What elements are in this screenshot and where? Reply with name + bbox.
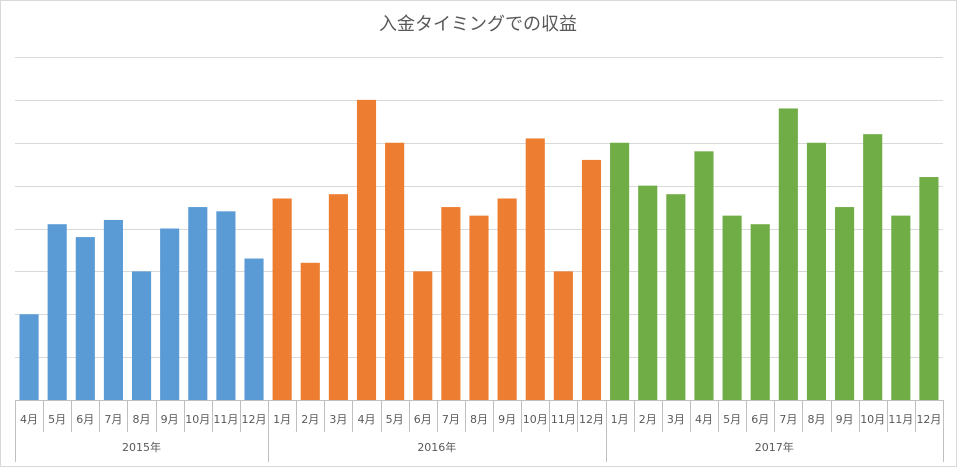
- x-tick-label: 4月: [695, 413, 713, 426]
- x-tick-label: 7月: [104, 413, 122, 426]
- bar: [553, 271, 573, 400]
- group-label: 2016年: [417, 440, 456, 454]
- bar: [666, 194, 686, 400]
- chart-title: 入金タイミングでの収益: [379, 14, 577, 35]
- bar: [328, 194, 348, 400]
- bar: [750, 224, 770, 400]
- x-tick-label: 12月: [579, 413, 604, 426]
- bar: [497, 198, 517, 400]
- x-tick-label: 12月: [242, 413, 267, 426]
- x-tick-label: 2月: [301, 413, 319, 426]
- x-tick-label: 12月: [916, 413, 941, 426]
- x-tick-label: 6月: [414, 413, 432, 426]
- x-tick-label: 11月: [551, 413, 576, 426]
- bar: [385, 142, 405, 400]
- x-tick-label: 4月: [20, 413, 38, 426]
- x-tick-label: 6月: [751, 413, 769, 426]
- bar: [356, 99, 377, 400]
- x-tick-label: 7月: [442, 413, 460, 426]
- bar: [300, 262, 320, 400]
- bar: [863, 134, 883, 401]
- bar: [244, 258, 264, 400]
- x-tick-label: 11月: [888, 413, 913, 426]
- x-tick-label: 7月: [779, 413, 797, 426]
- group-label: 2017年: [755, 440, 794, 454]
- bar: [778, 108, 798, 400]
- bar: [103, 219, 123, 400]
- x-tick-label: 10月: [185, 413, 210, 426]
- x-tick-label: 8月: [470, 413, 488, 426]
- bar: [19, 314, 39, 400]
- bar: [160, 228, 180, 400]
- x-tick-label: 11月: [213, 413, 238, 426]
- bar: [525, 138, 545, 400]
- bar: [891, 215, 911, 400]
- x-tick-label: 4月: [358, 413, 376, 426]
- bar: [188, 207, 208, 400]
- x-tick-label: 3月: [667, 413, 685, 426]
- bar: [47, 224, 67, 400]
- x-tick-label: 9月: [161, 413, 179, 426]
- group-label: 2015年: [122, 440, 161, 454]
- x-tick-label: 5月: [723, 413, 741, 426]
- bar: [272, 198, 292, 400]
- x-tick-label: 5月: [386, 413, 404, 426]
- bar: [216, 211, 236, 400]
- x-tick-label: 1月: [611, 413, 629, 426]
- bar: [806, 142, 827, 400]
- x-tick-label: 10月: [860, 413, 885, 426]
- bar: [131, 271, 152, 400]
- x-tick-label: 2月: [639, 413, 657, 426]
- bar: [469, 215, 489, 400]
- bar: [441, 207, 461, 400]
- x-tick-label: 3月: [329, 413, 347, 426]
- x-tick-label: 5月: [48, 413, 66, 426]
- bar: [694, 151, 714, 400]
- bar: [919, 177, 939, 400]
- bar: [722, 215, 742, 400]
- x-tick-label: 6月: [76, 413, 94, 426]
- bar: [610, 142, 630, 400]
- bar: [835, 207, 855, 400]
- bar: [75, 237, 95, 400]
- bar: [581, 159, 602, 400]
- bar: [638, 185, 658, 400]
- x-tick-label: 1月: [273, 413, 291, 426]
- x-tick-label: 9月: [498, 413, 516, 426]
- x-tick-label: 10月: [523, 413, 548, 426]
- x-tick-label: 8月: [133, 413, 151, 426]
- bar: [413, 271, 433, 400]
- x-tick-label: 9月: [836, 413, 854, 426]
- x-tick-label: 8月: [807, 413, 825, 426]
